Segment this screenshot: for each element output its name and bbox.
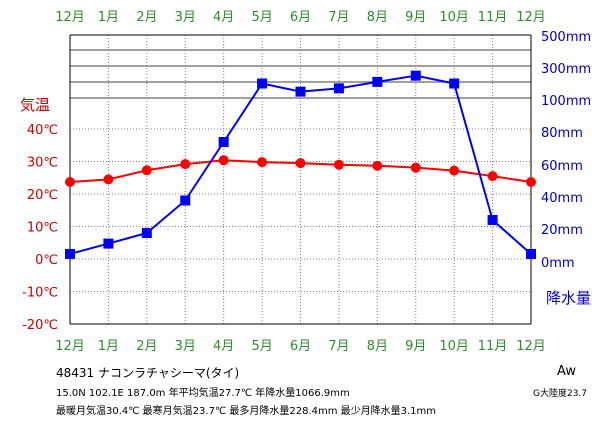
- precip-tick-label: 60mm: [541, 159, 583, 174]
- precipitation-point: [218, 137, 229, 147]
- month-label-bottom: 12月: [55, 339, 85, 354]
- month-label-top: 2月: [136, 10, 157, 25]
- continentality-index: G大陸度23.7: [533, 389, 588, 399]
- precip-tick-label: 20mm: [541, 223, 583, 238]
- precip-tick-label: 0mm: [541, 256, 575, 271]
- month-label-bottom: 8月: [367, 339, 388, 354]
- temp-tick-label: -20℃: [22, 318, 58, 333]
- month-label-bottom: 4月: [213, 339, 234, 354]
- temperature-point: [141, 165, 152, 176]
- precipitation-point: [487, 215, 498, 225]
- month-label-bottom: 10月: [439, 339, 469, 354]
- month-label-top: 3月: [175, 10, 196, 25]
- month-label-top: 6月: [290, 10, 311, 25]
- month-label-top: 7月: [328, 10, 349, 25]
- temperature-point: [333, 159, 344, 170]
- grid-lines: [70, 35, 531, 325]
- precipitation-point: [333, 83, 344, 94]
- month-label-top: 8月: [367, 10, 388, 25]
- month-label-bottom: 1月: [98, 339, 119, 354]
- temp-axis-label: 気温: [20, 96, 50, 114]
- temperature-line: [65, 155, 536, 187]
- precipitation-point: [410, 70, 421, 81]
- temp-tick-label: 20℃: [27, 188, 58, 203]
- temperature-point: [103, 174, 114, 185]
- precipitation-point: [65, 248, 75, 259]
- precipitation-point: [526, 248, 536, 259]
- temperature-point: [180, 159, 191, 170]
- month-label-top: 1月: [98, 10, 119, 25]
- precipitation-point: [103, 238, 114, 249]
- precip-tick-label: 300mm: [541, 62, 591, 77]
- station-stats-line-2: 最暖月気温30.4℃ 最寒月気温23.7℃ 最多月降水量228.4mm 最少月降…: [56, 406, 437, 417]
- temp-tick-label: 0℃: [35, 253, 58, 268]
- month-label-top: 4月: [213, 10, 234, 25]
- month-label-top: 9月: [405, 10, 426, 25]
- temperature-point: [65, 176, 75, 187]
- temperature-point: [410, 162, 421, 173]
- month-label-top: 12月: [55, 10, 85, 25]
- temperature-point: [218, 155, 229, 166]
- month-label-top: 10月: [439, 10, 469, 25]
- month-label-bottom: 7月: [328, 339, 349, 354]
- temp-tick-label: 30℃: [27, 156, 58, 171]
- temperature-point: [257, 157, 268, 168]
- temp-tick-label: -10℃: [22, 286, 58, 301]
- month-label-bottom: 2月: [136, 339, 157, 354]
- axis-labels: 12月 1月 2月 3月 4月 5月 6月 7月 8月 9月 10月 11月 12月 12月 1月 2月 3月 4…: [20, 10, 591, 354]
- precipitation-point: [295, 86, 306, 97]
- precip-tick-label: 40mm: [541, 191, 583, 206]
- precip-tick-label: 100mm: [541, 94, 591, 109]
- month-label-top: 5月: [251, 10, 272, 25]
- month-label-bottom: 12月: [516, 339, 546, 354]
- temperature-point: [295, 158, 306, 169]
- precip-tick-label: 500mm: [541, 30, 591, 45]
- precipitation-line: [65, 70, 536, 259]
- precip-tick-label: 80mm: [541, 126, 583, 141]
- precipitation-point: [257, 78, 268, 89]
- precipitation-point: [449, 78, 460, 89]
- temp-tick-label: 10℃: [27, 221, 58, 236]
- month-label-bottom: 3月: [175, 339, 196, 354]
- precipitation-point: [141, 228, 152, 238]
- station-stats-line-1: 15.0N 102.1E 187.0m 年平均気温27.7℃ 年降水量1066.…: [56, 388, 350, 399]
- month-label-top: 11月: [478, 10, 508, 25]
- month-label-bottom: 9月: [405, 339, 426, 354]
- temperature-point: [449, 165, 460, 176]
- month-label-top: 12月: [516, 10, 546, 25]
- precipitation-point: [372, 76, 383, 87]
- month-label-bottom: 6月: [290, 339, 311, 354]
- month-label-bottom: 5月: [251, 339, 272, 354]
- precip-axis-label: 降水量: [546, 289, 591, 307]
- climate-classification: Aw: [557, 364, 576, 379]
- month-label-bottom: 11月: [478, 339, 508, 354]
- station-name: 48431 ナコンラチャシーマ(タイ): [56, 366, 240, 380]
- temp-tick-label: 40℃: [27, 123, 58, 138]
- precipitation-point: [180, 195, 191, 206]
- temperature-point: [372, 160, 383, 171]
- temperature-point: [526, 176, 536, 187]
- temperature-point: [487, 171, 498, 182]
